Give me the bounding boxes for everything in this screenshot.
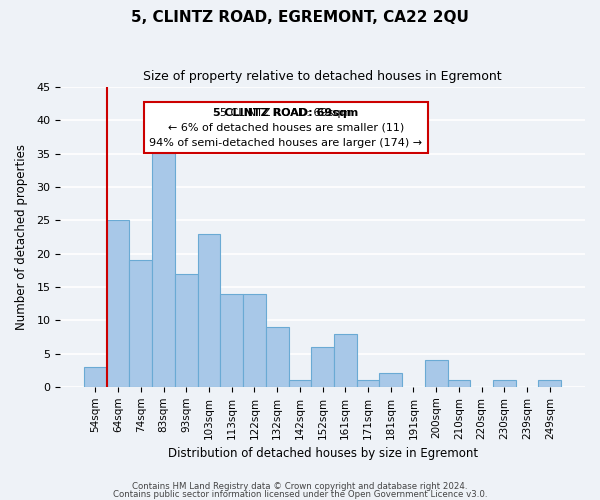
Bar bbox=[538, 380, 561, 387]
Title: Size of property relative to detached houses in Egremont: Size of property relative to detached ho… bbox=[143, 70, 502, 83]
Bar bbox=[243, 294, 266, 387]
Bar bbox=[493, 380, 516, 387]
Text: Contains public sector information licensed under the Open Government Licence v3: Contains public sector information licen… bbox=[113, 490, 487, 499]
Bar bbox=[130, 260, 152, 387]
Text: 5 CLINTZ ROAD: 69sqm
← 6% of detached houses are smaller (11)
94% of semi-detach: 5 CLINTZ ROAD: 69sqm ← 6% of detached ho… bbox=[149, 108, 422, 148]
Bar bbox=[84, 367, 107, 387]
Y-axis label: Number of detached properties: Number of detached properties bbox=[15, 144, 28, 330]
Bar bbox=[266, 327, 289, 387]
Bar bbox=[289, 380, 311, 387]
Text: 5, CLINTZ ROAD, EGREMONT, CA22 2QU: 5, CLINTZ ROAD, EGREMONT, CA22 2QU bbox=[131, 10, 469, 25]
Text: Contains HM Land Registry data © Crown copyright and database right 2024.: Contains HM Land Registry data © Crown c… bbox=[132, 482, 468, 491]
Bar bbox=[107, 220, 130, 387]
Bar bbox=[220, 294, 243, 387]
Bar bbox=[379, 374, 402, 387]
Bar bbox=[334, 334, 356, 387]
Text: 5 CLINTZ ROAD: 69sqm: 5 CLINTZ ROAD: 69sqm bbox=[213, 108, 358, 118]
Bar bbox=[425, 360, 448, 387]
Bar bbox=[197, 234, 220, 387]
Bar bbox=[311, 347, 334, 387]
Bar bbox=[448, 380, 470, 387]
X-axis label: Distribution of detached houses by size in Egremont: Distribution of detached houses by size … bbox=[167, 447, 478, 460]
Bar bbox=[356, 380, 379, 387]
Bar bbox=[175, 274, 197, 387]
Bar bbox=[152, 147, 175, 387]
